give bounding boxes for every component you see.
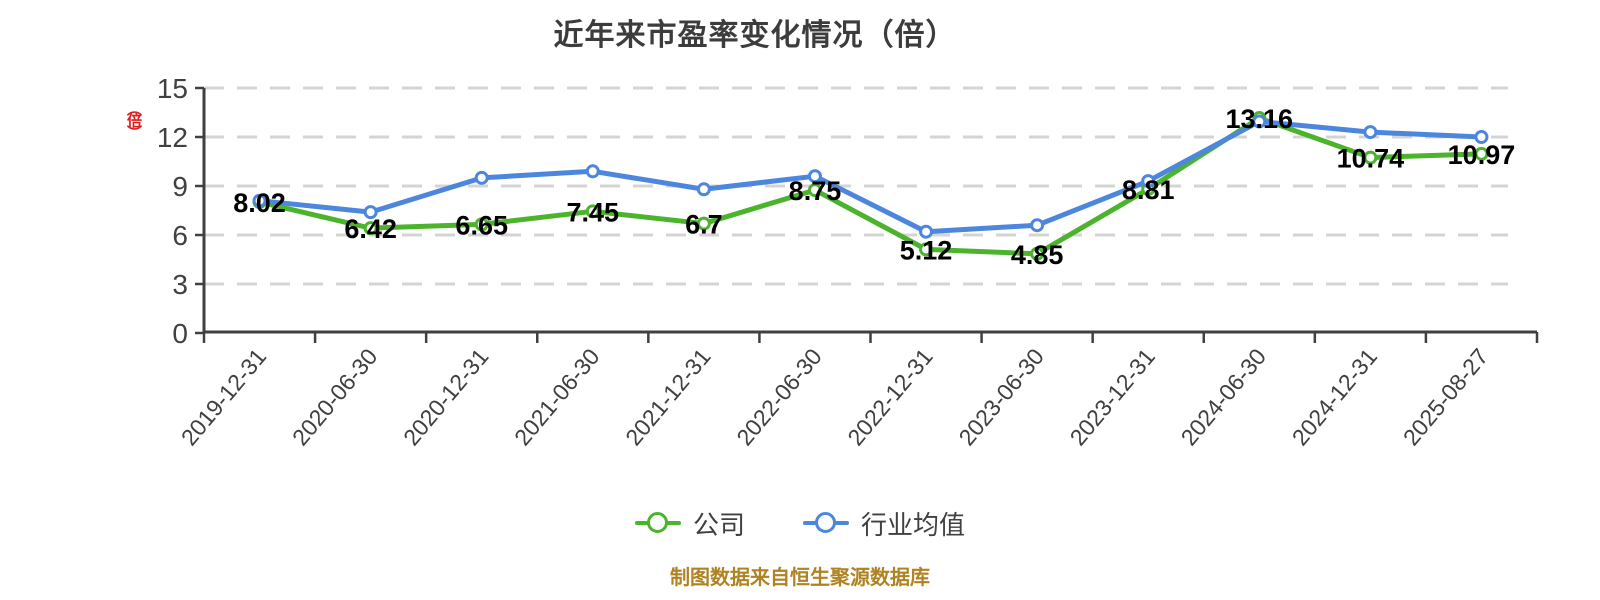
svg-text:6.65: 6.65 bbox=[455, 210, 508, 240]
svg-text:2023-12-31: 2023-12-31 bbox=[1064, 344, 1160, 451]
svg-text:2021-12-31: 2021-12-31 bbox=[620, 344, 716, 451]
svg-text:13.16: 13.16 bbox=[1226, 104, 1294, 134]
legend-label-industry-average: 行业均值 bbox=[861, 509, 966, 540]
x-axis-labels: 2019-12-31 2020-06-30 2020-12-31 2021-06-30… bbox=[176, 344, 1493, 451]
svg-text:10.97: 10.97 bbox=[1448, 140, 1516, 170]
svg-text:2022-12-31: 2022-12-31 bbox=[842, 344, 938, 451]
svg-text:10.74: 10.74 bbox=[1337, 144, 1405, 174]
svg-text:5.12: 5.12 bbox=[900, 235, 953, 265]
svg-text:2024-12-31: 2024-12-31 bbox=[1287, 344, 1383, 451]
svg-text:9: 9 bbox=[172, 171, 188, 202]
legend-item-industry-average[interactable]: 行业均值 bbox=[803, 505, 965, 542]
svg-text:2019-12-31: 2019-12-31 bbox=[176, 344, 272, 451]
legend-item-company[interactable]: 公司 bbox=[634, 505, 745, 542]
svg-text:6.7: 6.7 bbox=[685, 210, 723, 240]
company-series-marker-icon bbox=[634, 512, 681, 534]
svg-text:12: 12 bbox=[157, 122, 188, 153]
industry-line bbox=[257, 118, 1484, 235]
svg-text:2021-06-30: 2021-06-30 bbox=[509, 344, 605, 451]
svg-text:2022-06-30: 2022-06-30 bbox=[731, 344, 827, 451]
svg-text:8.81: 8.81 bbox=[1122, 175, 1175, 205]
axes bbox=[195, 86, 1539, 343]
svg-text:8.75: 8.75 bbox=[789, 176, 842, 206]
svg-text:2024-06-30: 2024-06-30 bbox=[1176, 344, 1272, 451]
svg-text:2023-06-30: 2023-06-30 bbox=[953, 344, 1049, 451]
legend: 公司 行业均值 bbox=[0, 502, 1600, 544]
svg-text:0: 0 bbox=[172, 318, 188, 349]
svg-text:6: 6 bbox=[172, 220, 188, 251]
data-labels: 8.02 6.42 6.65 7.45 6.7 8.75 5.12 4.85 8.81 13.16… bbox=[233, 104, 1515, 270]
industry-markers bbox=[252, 114, 1489, 239]
legend-label-company: 公司 bbox=[692, 509, 745, 540]
svg-text:6.42: 6.42 bbox=[344, 214, 397, 244]
svg-text:15: 15 bbox=[157, 73, 188, 104]
chart-title: 近年来市盈率变化情况（倍） bbox=[553, 19, 957, 52]
svg-text:7.45: 7.45 bbox=[567, 197, 620, 227]
data-source-note: 制图数据来自恒生聚源数据库 bbox=[670, 567, 930, 589]
svg-text:2025-08-27: 2025-08-27 bbox=[1398, 344, 1494, 451]
industry-series-marker-icon bbox=[803, 512, 849, 534]
y-axis-labels: 0 3 6 9 12 15 bbox=[157, 73, 188, 349]
svg-text:2020-06-30: 2020-06-30 bbox=[287, 344, 383, 451]
svg-text:3: 3 bbox=[172, 269, 188, 300]
y-axis-unit-label: （倍） bbox=[125, 101, 142, 137]
gridlines bbox=[204, 86, 1508, 286]
svg-text:4.85: 4.85 bbox=[1011, 240, 1064, 270]
svg-text:2020-12-31: 2020-12-31 bbox=[398, 344, 494, 451]
svg-text:8.02: 8.02 bbox=[233, 188, 286, 218]
